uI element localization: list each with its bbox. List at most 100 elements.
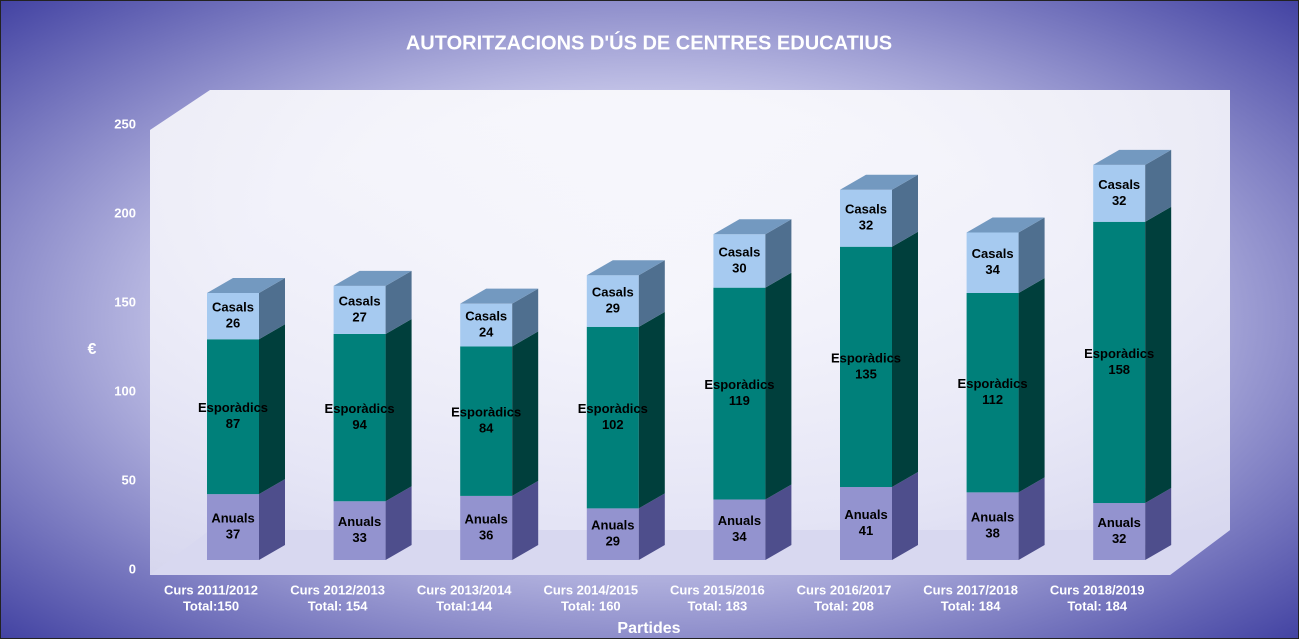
bar-side <box>1018 278 1045 493</box>
x-tick-total: Total: 160 <box>561 598 621 613</box>
y-tick-label: 250 <box>114 116 136 131</box>
bar-segment <box>840 231 918 488</box>
bar-side <box>259 324 285 495</box>
bar-front <box>1093 221 1146 504</box>
data-label-name: Anuals <box>338 514 381 529</box>
bar-front <box>713 287 766 500</box>
x-tick-total: Total:150 <box>183 598 239 613</box>
x-tick-total: Total: 184 <box>1067 598 1127 613</box>
bar-top <box>840 174 918 190</box>
data-label-name: Esporàdics <box>1084 346 1154 361</box>
data-label-name: Esporàdics <box>325 401 395 416</box>
data-label-name: Casals <box>339 293 381 308</box>
data-label-value: 102 <box>602 417 624 432</box>
data-label-value: 34 <box>732 529 747 544</box>
data-label-value: 38 <box>985 526 999 541</box>
bar-side <box>1145 206 1172 504</box>
bar-segment <box>1093 206 1172 504</box>
data-label-value: 36 <box>479 527 493 542</box>
bar-front <box>1093 164 1146 222</box>
bar-segment <box>333 270 412 334</box>
bar-side <box>1018 477 1045 560</box>
x-tick-label: Curs 2013/2014 <box>417 582 512 597</box>
data-label-name: Casals <box>212 300 254 315</box>
data-label-name: Casals <box>465 308 507 323</box>
x-tick-label: Curs 2011/2012 <box>164 582 258 597</box>
bar-top <box>713 219 792 235</box>
data-label-value: 32 <box>1112 531 1126 546</box>
bar-segment <box>207 479 285 560</box>
y-axis-label: € <box>88 341 97 358</box>
bar-front <box>207 339 259 495</box>
data-label-name: Esporàdics <box>704 377 774 392</box>
bar-side <box>512 288 539 347</box>
x-tick-total: Total: 183 <box>688 598 748 613</box>
bar-top <box>207 278 285 293</box>
bar-top <box>333 270 412 286</box>
data-label-name: Anuals <box>844 507 887 522</box>
bar-segment <box>460 480 539 560</box>
bar-side <box>259 479 285 560</box>
bar-segment <box>586 493 665 560</box>
bar-side <box>638 260 665 327</box>
data-label-value: 32 <box>1112 193 1126 208</box>
data-label-value: 41 <box>859 523 873 538</box>
chart-title: AUTORITZACIONS D'ÚS DE CENTRES EDUCATIUS <box>406 30 892 54</box>
data-label-value: 29 <box>606 300 620 315</box>
x-tick-label: Curs 2016/2017 <box>797 582 892 597</box>
data-label-value: 37 <box>226 527 240 542</box>
bar-segment <box>713 272 792 500</box>
x-tick-total: Total:144 <box>436 598 493 613</box>
x-tick-label: Curs 2012/2013 <box>290 582 385 597</box>
data-label-name: Esporàdics <box>198 400 268 415</box>
y-tick-label: 150 <box>114 294 136 309</box>
bar-front <box>333 501 386 560</box>
bar-segment <box>207 324 285 495</box>
bar-segment <box>840 174 918 247</box>
bar-front <box>460 495 513 560</box>
y-tick-label: 100 <box>114 383 136 398</box>
data-label-name: Anuals <box>591 518 634 533</box>
bar-segment <box>713 484 792 560</box>
y-tick-label: 50 <box>122 472 136 487</box>
bar-top <box>460 288 539 304</box>
bar-segment <box>1093 488 1172 560</box>
x-tick-label: Curs 2017/2018 <box>923 582 1018 597</box>
data-label-name: Anuals <box>465 511 508 526</box>
bar-side <box>1018 217 1045 293</box>
bar-segment <box>207 278 285 340</box>
data-label-value: 24 <box>479 324 494 339</box>
x-tick-total: Total: 184 <box>941 598 1001 613</box>
data-label-value: 135 <box>855 366 877 381</box>
bar-front <box>966 293 1019 493</box>
data-label-name: Casals <box>845 202 887 217</box>
data-label-value: 26 <box>226 316 240 331</box>
bar-top <box>966 217 1045 233</box>
data-label-value: 33 <box>352 530 366 545</box>
bar-front <box>713 234 766 288</box>
bar-front <box>840 487 892 560</box>
bar-segment <box>586 311 665 509</box>
data-label-name: Anuals <box>971 510 1014 525</box>
bar-front <box>1093 503 1146 560</box>
bar-front <box>207 494 259 560</box>
x-tick-total: Total: 154 <box>308 598 368 613</box>
data-label-name: Esporàdics <box>958 376 1028 391</box>
bar-side <box>512 331 539 496</box>
bar-front <box>333 333 386 502</box>
floor <box>150 530 1230 575</box>
bar-segment <box>713 219 792 288</box>
data-label-value: 27 <box>352 309 366 324</box>
bar-segment <box>966 217 1045 293</box>
bar-side <box>892 174 918 247</box>
bar-side <box>259 278 285 340</box>
data-label-value: 32 <box>859 218 873 233</box>
data-label-value: 29 <box>606 534 620 549</box>
plot-area <box>150 90 1230 575</box>
data-label-name: Esporàdics <box>451 405 521 420</box>
bar-front <box>586 275 639 327</box>
bar-side <box>638 311 665 509</box>
bar-front <box>713 499 766 560</box>
x-tick-label: Curs 2018/2019 <box>1050 582 1145 597</box>
bar-segment <box>966 278 1045 493</box>
